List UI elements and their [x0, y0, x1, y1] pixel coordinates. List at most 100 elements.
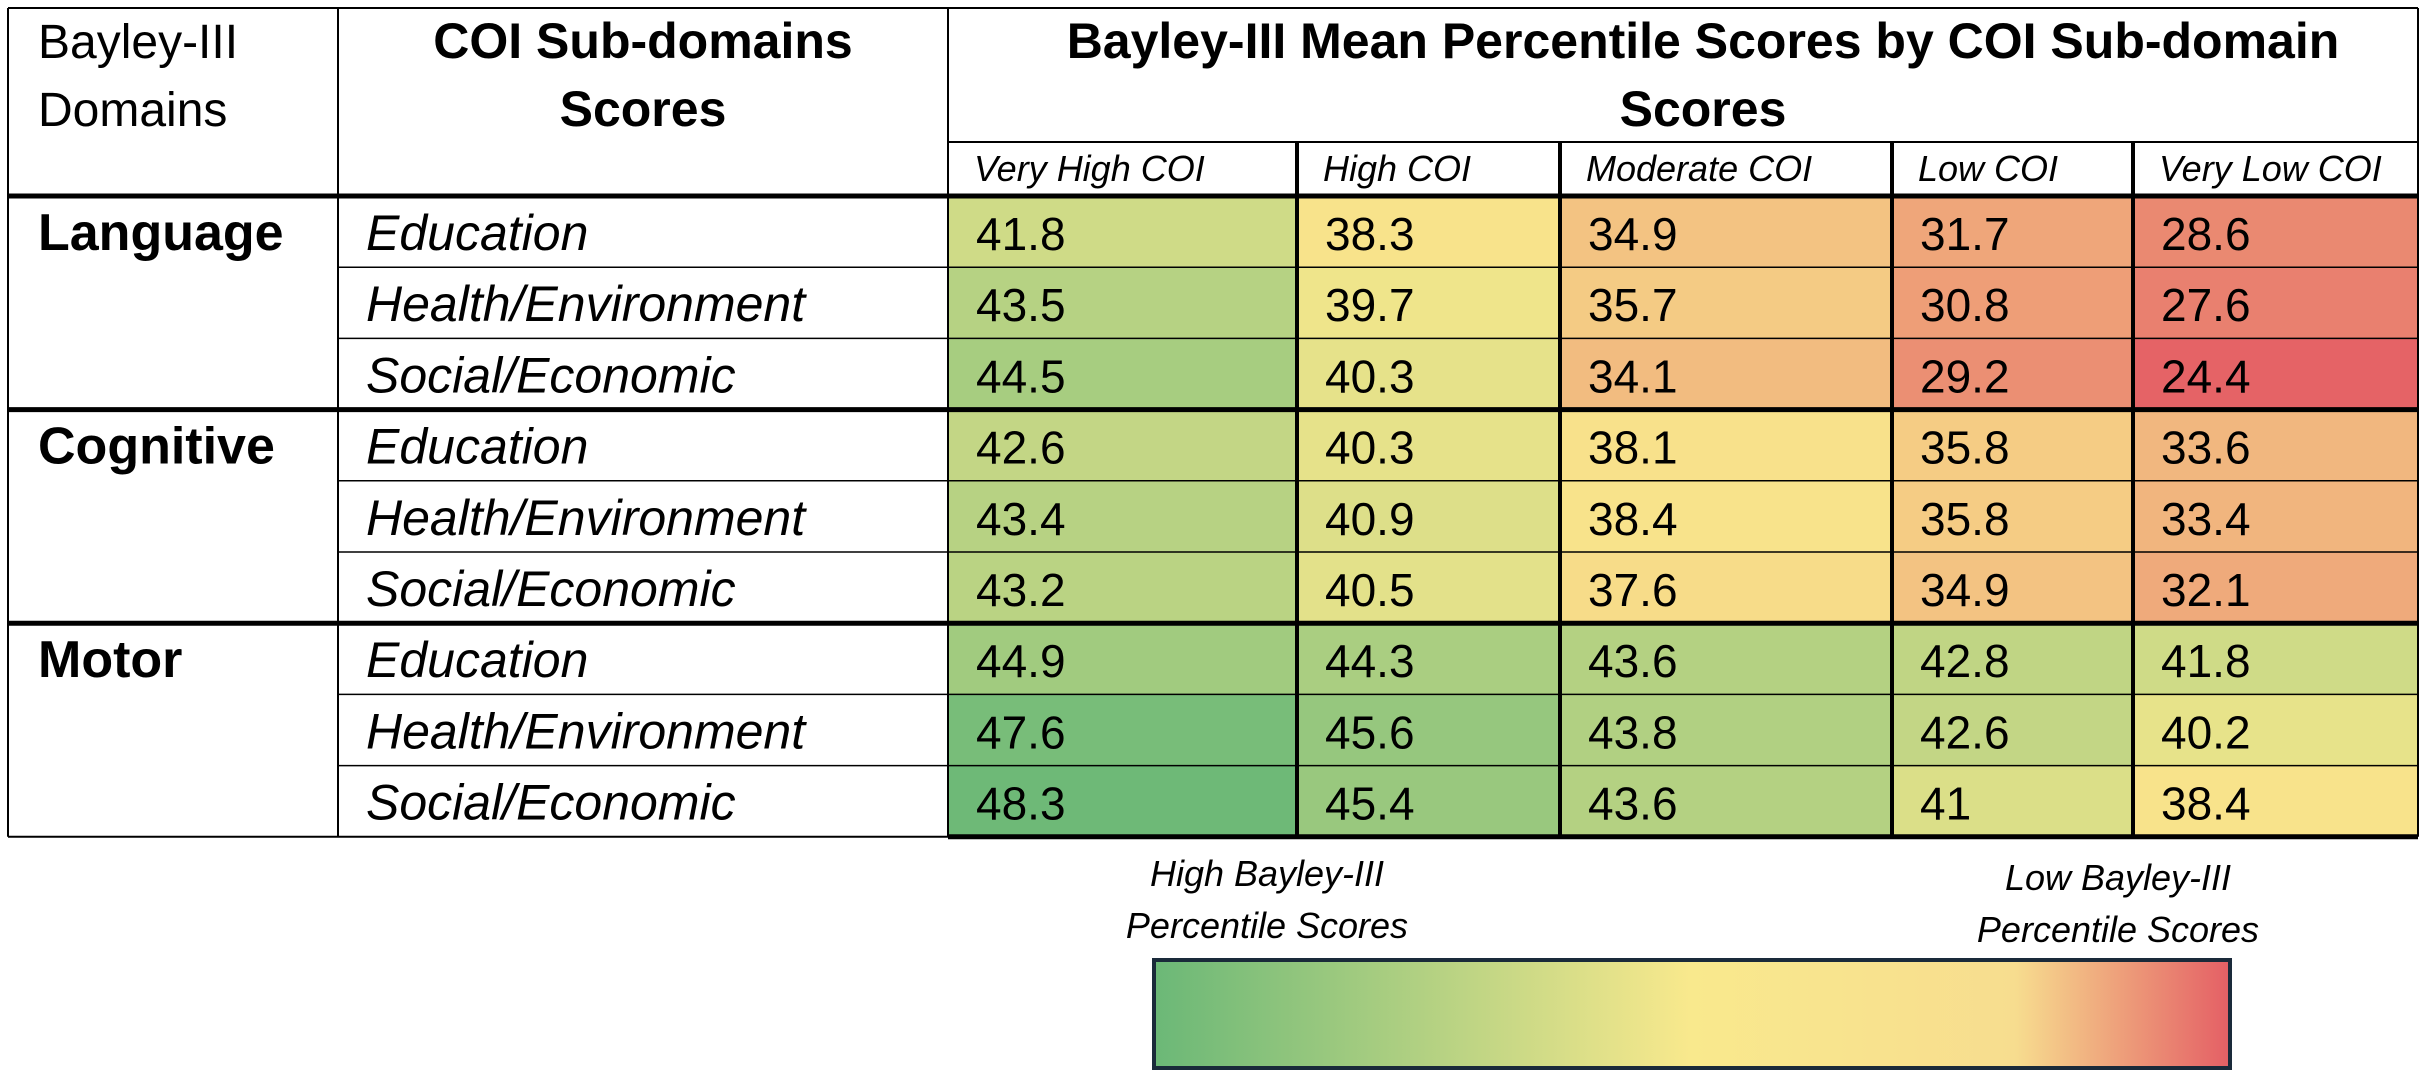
chart-title-line1: Bayley-III Mean Percentile Scores by COI…: [1067, 13, 2340, 69]
heatmap-cells: [948, 196, 2418, 837]
subdomain-label: Education: [366, 205, 588, 261]
cell-value: 32.1: [2161, 564, 2251, 616]
heatmap-cell: [1297, 267, 1560, 339]
table-grid: [7, 7, 2419, 840]
cell-value: 35.8: [1920, 422, 2010, 474]
heatmap-cell: [1560, 409, 1892, 481]
cell-value: 44.9: [976, 635, 1066, 687]
heatmap-cell: [1560, 338, 1892, 410]
subdomain-label: Health/Environment: [366, 276, 807, 332]
domain-label-cognitive: Cognitive: [38, 418, 275, 476]
heatmap-cell: [1297, 480, 1560, 552]
heatmap-cell: [1892, 267, 2133, 339]
cell-value: 33.6: [2161, 422, 2251, 474]
heatmap-cell: [1892, 765, 2133, 837]
cell-value: 30.8: [1920, 279, 2010, 331]
cell-value: 43.2: [976, 564, 1066, 616]
heatmap-cell: [1560, 196, 1892, 268]
cell-value: 42.6: [1920, 706, 2010, 758]
legend-high-label-line1: High Bayley-III: [1150, 853, 1384, 894]
color-legend: High Bayley-III Percentile Scores Low Bayl…: [1126, 853, 2259, 1070]
heatmap-cell: [1297, 338, 1560, 410]
heatmap-cell: [1560, 480, 1892, 552]
subdomain-label: Education: [366, 419, 588, 475]
domain-label-motor: Motor: [38, 631, 182, 689]
cell-value: 34.9: [1920, 564, 2010, 616]
heatmap-cell: [1560, 552, 1892, 624]
cell-value: 29.2: [1920, 350, 2010, 402]
heatmap-cell: [2133, 196, 2418, 268]
legend-low-label-line2: Percentile Scores: [1977, 909, 2259, 950]
heatmap-cell: [1297, 765, 1560, 837]
header-domains-line1: Bayley-III: [38, 16, 238, 69]
cell-value: 38.4: [1588, 493, 1678, 545]
column-header: Low COI: [1918, 148, 2058, 189]
cell-value: 44.5: [976, 350, 1066, 402]
cell-value: 40.3: [1325, 422, 1415, 474]
cell-value: 43.4: [976, 493, 1066, 545]
heatmap-cell: [948, 267, 1297, 339]
cell-value: 43.6: [1588, 635, 1678, 687]
heatmap-cell: [1560, 694, 1892, 766]
chart-title-line2: Scores: [1620, 81, 1787, 137]
heatmap-cell: [948, 196, 1297, 268]
cell-value: 35.8: [1920, 493, 2010, 545]
heatmap-cell: [1297, 409, 1560, 481]
heatmap-cell: [2133, 409, 2418, 481]
heatmap-cell: [1560, 267, 1892, 339]
heatmap-cell: [948, 623, 1297, 695]
cell-value: 40.5: [1325, 564, 1415, 616]
heatmap-cell: [948, 480, 1297, 552]
cell-value: 43.6: [1588, 778, 1678, 830]
cell-value: 24.4: [2161, 350, 2251, 402]
cell-value: 45.6: [1325, 706, 1415, 758]
heatmap-cell: [2133, 694, 2418, 766]
cell-value: 38.4: [2161, 778, 2251, 830]
heatmap-cell: [2133, 267, 2418, 339]
header-subdomains-line1: COI Sub-domains: [433, 13, 852, 69]
subdomain-label: Health/Environment: [366, 490, 807, 546]
heatmap-cell: [1297, 623, 1560, 695]
cell-value: 37.6: [1588, 564, 1678, 616]
cell-value: 48.3: [976, 778, 1066, 830]
heatmap-cell: [1892, 552, 2133, 624]
heatmap-cell: [1892, 694, 2133, 766]
column-header: High COI: [1323, 148, 1471, 189]
heatmap-cell: [1892, 623, 2133, 695]
cell-value: 33.4: [2161, 493, 2251, 545]
cell-value: 31.7: [1920, 208, 2010, 260]
header-domains-line2: Domains: [38, 84, 227, 137]
cell-value: 40.3: [1325, 350, 1415, 402]
heatmap-cell: [1297, 552, 1560, 624]
cell-value: 34.9: [1588, 208, 1678, 260]
column-header: Very Low COI: [2159, 148, 2382, 189]
cell-value: 27.6: [2161, 279, 2251, 331]
legend-gradient-bar: [1152, 958, 2232, 1070]
legend-high-label-line2: Percentile Scores: [1126, 905, 1408, 946]
heatmap-cell: [1892, 409, 2133, 481]
heatmap-cell: [2133, 765, 2418, 837]
cell-value: 42.8: [1920, 635, 2010, 687]
heatmap-cell: [1297, 694, 1560, 766]
cell-value: 41.8: [976, 208, 1066, 260]
cell-value: 45.4: [1325, 778, 1415, 830]
cell-value: 38.3: [1325, 208, 1415, 260]
subdomain-label: Education: [366, 632, 588, 688]
cell-value: 42.6: [976, 422, 1066, 474]
heatmap-cell: [2133, 480, 2418, 552]
heatmap-cell: [2133, 552, 2418, 624]
cell-value: 41: [1920, 778, 1971, 830]
cell-value: 39.7: [1325, 279, 1415, 331]
heatmap-cell: [948, 338, 1297, 410]
heatmap-cell: [1892, 196, 2133, 268]
subdomain-label: Health/Environment: [366, 703, 807, 759]
heatmap-cell: [948, 765, 1297, 837]
cell-value: 41.8: [2161, 635, 2251, 687]
heatmap-cell: [1297, 196, 1560, 268]
heatmap-cell: [1560, 765, 1892, 837]
cell-value: 40.9: [1325, 493, 1415, 545]
heatmap-cell: [1892, 480, 2133, 552]
subdomain-label: Social/Economic: [366, 775, 736, 831]
cell-value: 38.1: [1588, 422, 1678, 474]
cell-value: 44.3: [1325, 635, 1415, 687]
